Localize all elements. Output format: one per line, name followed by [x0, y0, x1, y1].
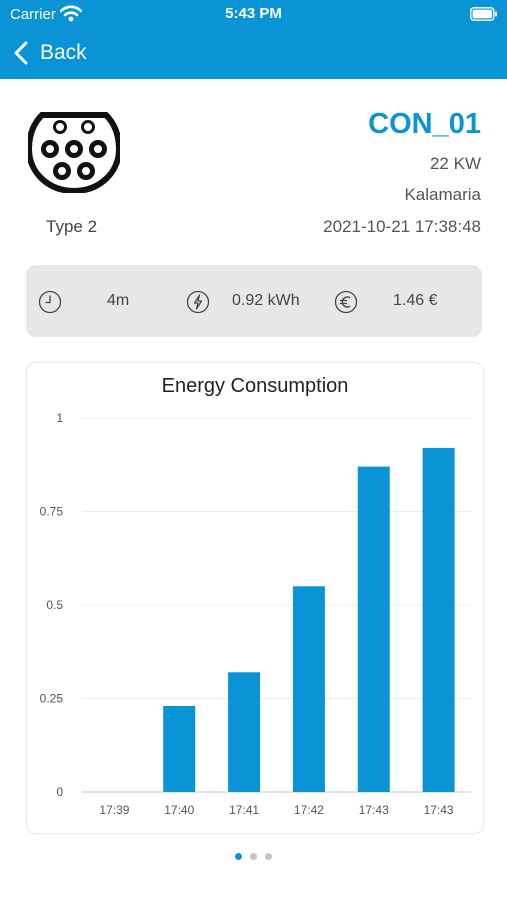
- duration-value: 4m: [107, 292, 130, 309]
- back-label: Back: [40, 41, 87, 64]
- carrier-label: Carrier: [10, 6, 56, 23]
- battery-icon: [470, 7, 497, 21]
- type2-connector-icon: [28, 112, 120, 193]
- connector-power: 22 KW: [429, 154, 481, 173]
- back-button[interactable]: Back: [14, 36, 87, 70]
- x-tick-label: 17:43: [359, 803, 389, 817]
- page-indicator: [0, 853, 507, 863]
- x-tick-label: 17:43: [424, 803, 454, 817]
- session-datetime: 2021-10-21 17:38:48: [323, 217, 481, 236]
- page-dot[interactable]: [235, 853, 242, 860]
- connector-name: CON_01: [368, 108, 481, 140]
- connector-location: Kalamaria: [404, 185, 481, 204]
- euro-icon: [334, 290, 358, 314]
- x-tick-label: 17:42: [294, 803, 324, 817]
- chevron-left-icon: [14, 41, 28, 65]
- connector-type-label: Type 2: [46, 217, 98, 236]
- chart-bar: [422, 447, 455, 792]
- y-tick-label: 0.75: [40, 505, 64, 519]
- x-tick-label: 17:41: [229, 803, 259, 817]
- lightning-icon: [186, 290, 210, 314]
- wifi-icon: [60, 5, 82, 22]
- page-dot[interactable]: [265, 853, 272, 860]
- energy-chart-card: Energy Consumption 0 0.25 0.5 0.75 1 17:39 17:4…: [26, 362, 484, 834]
- y-tick-label: 0.25: [40, 692, 64, 706]
- x-tick-label: 17:40: [164, 803, 194, 817]
- y-tick-label: 1: [56, 411, 63, 425]
- chart-bar: [163, 705, 196, 792]
- energy-value: 0.92 kWh: [232, 292, 300, 309]
- clock-icon: [38, 290, 62, 314]
- energy-consumption-chart: Energy Consumption 0 0.25 0.5 0.75 1 17:39 17:4…: [40, 375, 471, 817]
- session-stats-panel: 4m 0.92 kWh 1.46 €: [26, 265, 482, 337]
- status-time: 5:43 PM: [225, 5, 282, 22]
- x-tick-label: 17:39: [99, 803, 129, 817]
- top-bar: Carrier 5:43 PM Back: [0, 0, 507, 79]
- y-tick-label: 0.5: [46, 598, 63, 612]
- chart-bar: [357, 466, 390, 792]
- y-tick-label: 0: [56, 785, 63, 799]
- chart-bar: [228, 672, 261, 792]
- chart-bar: [292, 586, 325, 792]
- chart-title: Energy Consumption: [162, 375, 349, 397]
- page-dot[interactable]: [250, 853, 257, 860]
- cost-value: 1.46 €: [393, 292, 438, 309]
